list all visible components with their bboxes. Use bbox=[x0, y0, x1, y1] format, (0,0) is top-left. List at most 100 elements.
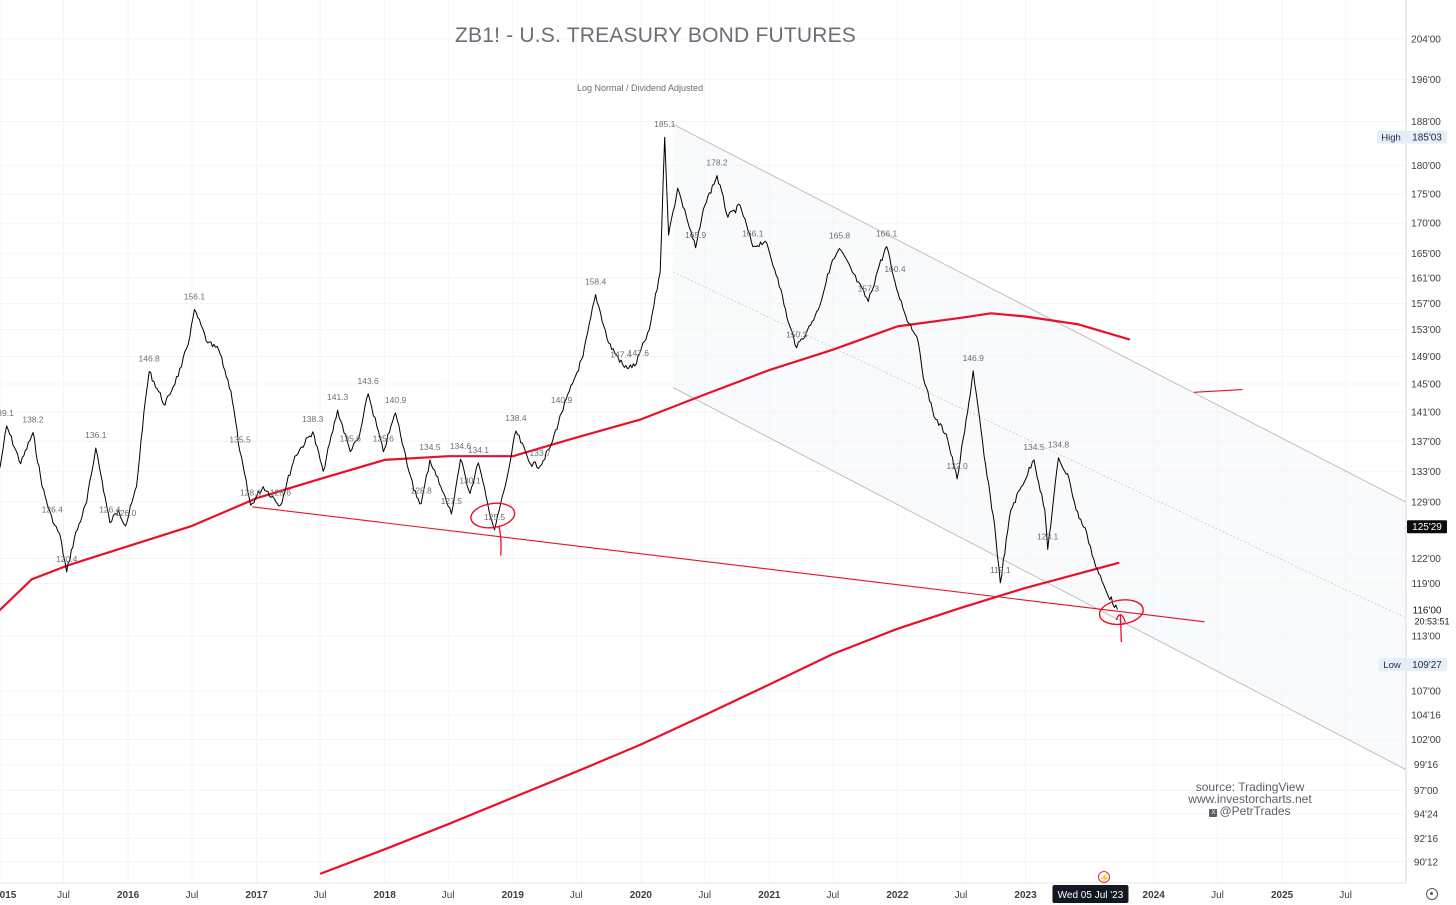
price-annotation-label: 166.1 bbox=[876, 229, 898, 239]
channel-middle-line bbox=[672, 271, 1407, 619]
last-badge-bg bbox=[1407, 520, 1447, 534]
y-tick-label: 180'00 bbox=[1411, 161, 1441, 172]
y-tick-label: 122'00 bbox=[1411, 554, 1441, 565]
price-axis-panel bbox=[1406, 0, 1456, 905]
credits-handle[interactable]: @PetrTrades bbox=[1219, 804, 1291, 818]
price-annotation-label: 140.9 bbox=[551, 395, 573, 405]
y-tick-label: 92'16 bbox=[1414, 834, 1439, 845]
moving-average-line bbox=[319, 561, 1120, 875]
price-annotation-label: 125.5 bbox=[484, 512, 506, 522]
x-tick-label: Jul bbox=[698, 890, 711, 901]
channel-fill bbox=[672, 124, 1406, 770]
price-annotation-label: 150.3 bbox=[786, 330, 808, 340]
y-tick-label: 113'00 bbox=[1412, 631, 1441, 642]
x-logo-icon: X bbox=[1209, 809, 1218, 817]
x-tick-label: Jul bbox=[955, 890, 968, 901]
price-annotation-label: 120.4 bbox=[56, 554, 78, 564]
y-tick-label: 165'00 bbox=[1411, 249, 1441, 260]
y-tick-label: 141'00 bbox=[1411, 408, 1441, 419]
trendline bbox=[1193, 388, 1243, 393]
x-tick-label: 015 bbox=[0, 890, 17, 901]
price-annotation-label: 134.1 bbox=[468, 445, 490, 455]
credits-handle-row: X @PetrTrades bbox=[1170, 805, 1330, 817]
price-annotation-label: 140.9 bbox=[385, 395, 407, 405]
price-annotation-label: 146.9 bbox=[963, 353, 985, 363]
channel-upper-line bbox=[672, 123, 1407, 503]
x-tick-label: 2021 bbox=[758, 890, 781, 901]
price-annotation-label: 134.5 bbox=[419, 442, 441, 452]
chart-title: ZB1! - U.S. TREASURY BOND FUTURES bbox=[455, 24, 857, 47]
x-tick-label: Jul bbox=[1339, 890, 1352, 901]
highlight-circle bbox=[470, 502, 516, 529]
price-annotation-label: 146.8 bbox=[139, 353, 161, 363]
credits-source: source: TradingView bbox=[1195, 780, 1305, 794]
x-tick-label: Jul bbox=[314, 890, 327, 901]
price-annotation-label: 134.8 bbox=[1048, 440, 1070, 450]
y-tick-label: 133'00 bbox=[1411, 467, 1441, 478]
high-badge-value: 185'03 bbox=[1412, 133, 1442, 144]
price-annotation-label: 166.1 bbox=[742, 229, 764, 239]
price-annotation-label: 135.5 bbox=[229, 434, 251, 444]
price-annotation-label: 135.6 bbox=[373, 434, 395, 444]
high-badge-label-bg bbox=[1377, 130, 1405, 144]
y-tick-label: 175'00 bbox=[1411, 189, 1441, 200]
price-series-line bbox=[0, 136, 1118, 610]
y-tick-label: 137'00 bbox=[1411, 437, 1441, 448]
price-annotation-label: 128.6 bbox=[240, 487, 262, 497]
time-axis-panel bbox=[0, 883, 1456, 905]
y-tick-label: 188'00 bbox=[1411, 117, 1441, 128]
settings-gear-icon[interactable] bbox=[1426, 888, 1438, 900]
x-tick-label: 2023 bbox=[1014, 890, 1037, 901]
x-tick-label: Jul bbox=[570, 890, 583, 901]
y-tick-label: 102'00 bbox=[1411, 735, 1441, 746]
low-badge-bg bbox=[1407, 658, 1447, 672]
price-annotation-label: 135.6 bbox=[340, 434, 362, 444]
y-tick-label: 153'00 bbox=[1411, 325, 1441, 336]
hand-mark bbox=[498, 525, 502, 556]
price-annotation-label: 134.6 bbox=[450, 441, 472, 451]
price-annotation-label: 160.4 bbox=[884, 264, 906, 274]
price-annotation-label: 138.4 bbox=[505, 413, 527, 423]
price-annotation-label: 138.2 bbox=[22, 414, 44, 424]
price-annotation-label: 119.1 bbox=[990, 565, 1011, 575]
y-tick-label: 107'00 bbox=[1411, 687, 1441, 698]
price-annotation-label: 139.1 bbox=[0, 408, 14, 418]
price-annotation-label: 133.7 bbox=[530, 448, 552, 458]
y-tick-label: 204'00 bbox=[1411, 34, 1441, 45]
price-annotation-label: 147.6 bbox=[628, 348, 650, 358]
price-annotation-label: 126.0 bbox=[115, 508, 137, 518]
price-annotation-label: 126.4 bbox=[99, 505, 121, 515]
credits-website[interactable]: www.investorcharts.net bbox=[1188, 792, 1312, 806]
price-annotation-label: 157.3 bbox=[858, 284, 880, 294]
crosshair-date-badge-bg bbox=[1052, 885, 1129, 903]
lightning-icon[interactable]: ⚡ bbox=[1098, 871, 1111, 883]
price-annotation-label: 128.6 bbox=[270, 487, 292, 497]
x-tick-label: Jul bbox=[1211, 890, 1224, 901]
last-badge-value: 125'29 bbox=[1412, 522, 1442, 533]
x-tick-label: 2018 bbox=[374, 890, 397, 901]
y-tick-label: 196'00 bbox=[1411, 75, 1441, 86]
x-tick-label: 2016 bbox=[117, 890, 140, 901]
x-tick-label: 2025 bbox=[1271, 890, 1294, 901]
price-annotation-label: 127.5 bbox=[441, 496, 463, 506]
y-tick-label: 157'00 bbox=[1411, 299, 1441, 310]
price-annotation-label: 138.3 bbox=[302, 414, 324, 424]
y-tick-label: 149'00 bbox=[1411, 352, 1441, 363]
y-tick-label: 104'16 bbox=[1411, 711, 1441, 722]
x-tick-label: Jul bbox=[442, 890, 455, 901]
current-badge-bg bbox=[1407, 603, 1447, 628]
price-annotation-label: 147.4 bbox=[610, 349, 632, 359]
x-tick-label: 2019 bbox=[502, 890, 525, 901]
price-annotation-label: 134.5 bbox=[1023, 442, 1045, 452]
x-tick-label: 2022 bbox=[886, 890, 909, 901]
crosshair-date-label: Wed 05 Jul '23 bbox=[1058, 890, 1124, 901]
price-annotation-label: 178.2 bbox=[706, 158, 728, 168]
price-annotation-label: 141.3 bbox=[327, 392, 349, 402]
y-tick-label: 94'24 bbox=[1414, 810, 1439, 821]
y-tick-label: 119'00 bbox=[1412, 579, 1441, 590]
channel-lower-line bbox=[672, 387, 1407, 771]
current-price-value: 116'00 bbox=[1413, 605, 1442, 616]
low-badge-value: 109'27 bbox=[1412, 660, 1442, 671]
price-annotation-label: 132.0 bbox=[946, 461, 968, 471]
